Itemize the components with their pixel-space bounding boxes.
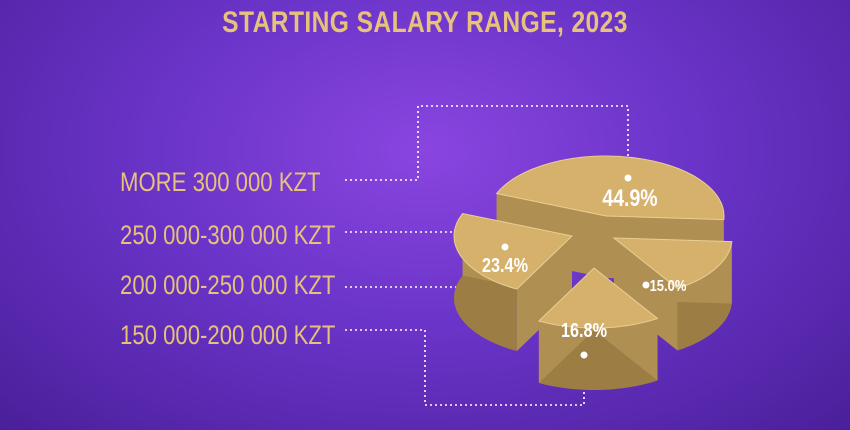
data-label: 44.9% xyxy=(602,185,657,212)
legend-label-250000-300000: 250 000-300 000 KZT xyxy=(120,220,336,250)
pie-slices xyxy=(453,155,733,390)
legend-label-200000-250000: 200 000-250 000 KZT xyxy=(120,270,336,300)
legend-label-150000-200000: 150 000-200 000 KZT xyxy=(120,320,336,350)
leader-dot xyxy=(501,243,509,251)
chart-title: STARTING SALARY RANGE, 2023 xyxy=(222,6,628,39)
leader-points xyxy=(501,174,650,359)
slice-labels: 44.9% 23.4% 15.0% 16.8% xyxy=(482,185,686,342)
leader-dot xyxy=(580,351,588,359)
slice-250000-300000 xyxy=(453,212,574,352)
leader-line-more-300000 xyxy=(345,105,629,181)
slice-150000-200000 xyxy=(537,267,659,390)
leader-dot xyxy=(624,174,632,182)
data-label: 15.0% xyxy=(650,278,687,295)
data-label: 23.4% xyxy=(482,255,528,277)
leader-dot xyxy=(642,281,650,289)
legend-label-more-300000: MORE 300 000 KZT xyxy=(120,167,321,197)
data-label: 16.8% xyxy=(561,320,607,342)
